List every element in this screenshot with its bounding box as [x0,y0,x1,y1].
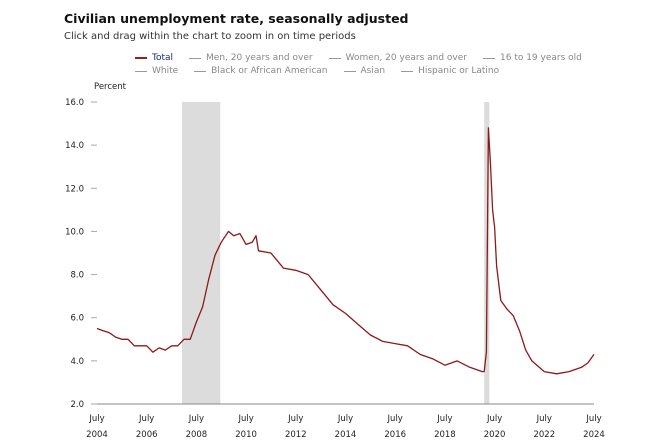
legend-swatch-icon [328,57,341,59]
legend-item[interactable]: Women, 20 years and over [328,53,467,63]
y-tick-label: 4.0 [70,357,84,367]
legend-item[interactable]: White [135,66,178,76]
x-tick-year: 2012 [285,430,307,440]
x-tick-year: 2024 [583,430,605,440]
legend: Total Men, 20 years and over Women, 20 yea… [135,53,605,79]
x-tick-year: 2010 [235,430,257,440]
y-axis-label: Percent [94,82,127,92]
x-tick-month: July [337,414,353,424]
chart-subtitle: Click and drag within the chart to zoom … [64,31,356,42]
legend-item[interactable]: Hispanic or Latino [401,66,499,76]
legend-label: Asian [360,66,386,76]
legend-label: Total [152,53,174,63]
series-line-total [96,127,595,375]
legend-swatch-icon [401,70,414,72]
legend-swatch-icon [135,70,147,72]
x-tick-month: July [88,414,104,424]
legend-swatch-icon [483,57,495,59]
legend-label: White [152,66,179,76]
legend-item[interactable]: Asian [343,66,386,76]
legend-item[interactable]: Total [135,53,173,63]
x-tick-month: July [387,414,403,424]
x-tick-month: July [237,414,253,424]
y-tick-label: 16.0 [65,98,84,108]
x-tick-year: 2018 [434,430,456,440]
recession-band [181,102,221,404]
x-tick-month: July [585,414,601,424]
x-tick-year: 2006 [136,430,158,440]
y-tick-label: 2.0 [70,400,84,410]
x-tick-month: July [287,414,303,424]
x-tick-month: July [486,414,502,424]
x-tick-month: July [436,414,452,424]
x-tick-month: July [138,414,154,424]
y-tick-label: 8.0 [70,271,84,281]
legend-row: White Black or African American Asian Hispa… [135,66,605,76]
y-tick-label: 14.0 [65,141,84,151]
x-tick-year: 2016 [384,430,406,440]
x-tick-month: July [536,414,552,424]
y-tick-label: 10.0 [65,227,84,237]
x-tick-month: July [188,414,204,424]
legend-swatch-icon [189,57,202,59]
y-tick-label: 6.0 [70,314,84,324]
legend-swatch-icon [343,70,356,72]
legend-label: Men, 20 years and over [206,53,313,63]
legend-label: 16 to 19 years old [500,53,582,63]
legend-swatch-icon [194,70,207,72]
legend-item[interactable]: Black or African American [194,66,328,76]
x-tick-year: 2020 [484,430,506,440]
x-tick-year: 2014 [335,430,357,440]
legend-item[interactable]: 16 to 19 years old [483,53,582,63]
chart-title: Civilian unemployment rate, seasonally a… [64,11,409,26]
legend-label: Women, 20 years and over [345,53,467,63]
legend-label: Black or African American [211,66,328,76]
x-tick-year: 2022 [533,430,555,440]
y-tick-label: 12.0 [65,184,84,194]
legend-swatch-icon [135,57,147,59]
x-tick-year: 2008 [186,430,208,440]
legend-row: Total Men, 20 years and over Women, 20 yea… [135,53,605,63]
legend-label: Hispanic or Latino [418,66,500,76]
legend-item[interactable]: Men, 20 years and over [189,53,313,63]
x-tick-year: 2004 [86,430,108,440]
